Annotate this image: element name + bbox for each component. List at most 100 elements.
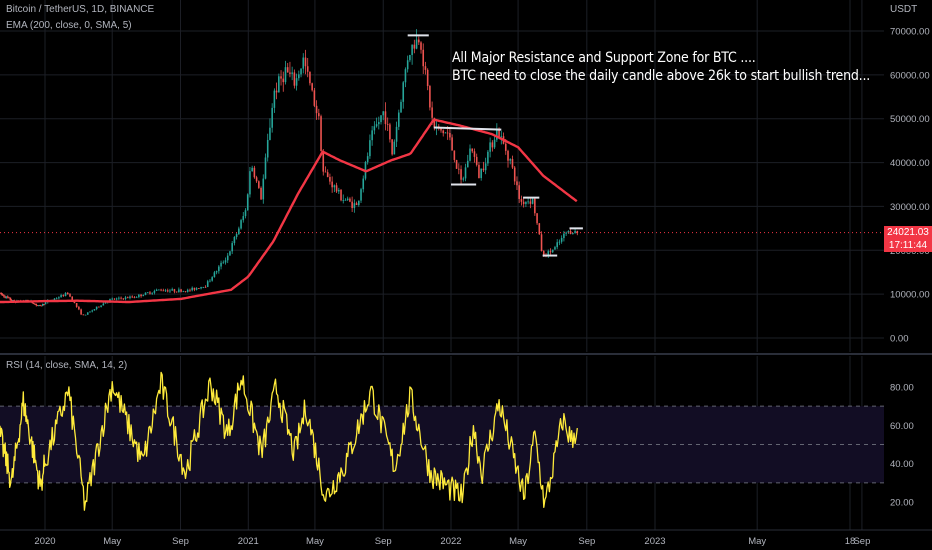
rsi-tick-label: 20.00 xyxy=(890,498,914,509)
candle-body xyxy=(572,233,574,235)
candle-body xyxy=(420,42,422,50)
candle-body xyxy=(206,281,209,288)
candle-body xyxy=(32,303,35,304)
candle-body xyxy=(269,127,271,140)
price-tick-label: 0.00 xyxy=(890,334,909,345)
symbol-title: Bitcoin / TetherUS, 1D, BINANCE xyxy=(6,4,155,15)
candle-body xyxy=(43,304,45,305)
candle-body xyxy=(411,44,413,55)
candle-body xyxy=(315,105,318,114)
candle-body xyxy=(466,160,469,168)
candle-body xyxy=(202,286,205,288)
candle-body xyxy=(424,66,427,70)
candle-body xyxy=(504,143,507,151)
candle-body xyxy=(422,49,425,67)
candle-body xyxy=(306,66,309,72)
candle-body xyxy=(415,39,418,49)
candle-body xyxy=(346,198,349,200)
candle-body xyxy=(375,124,378,127)
time-tick-label: Sep xyxy=(853,536,870,547)
candle-body xyxy=(91,310,94,312)
candle-body xyxy=(164,290,167,292)
candle-body xyxy=(500,136,503,138)
candle-body xyxy=(355,203,358,206)
candle-body xyxy=(120,297,122,299)
candle-body xyxy=(66,292,69,295)
candle-body xyxy=(551,249,554,253)
candle-body xyxy=(113,298,116,300)
candle-body xyxy=(175,291,178,293)
candle-body xyxy=(235,234,238,237)
candle-body xyxy=(522,201,525,205)
candle-body xyxy=(482,168,485,171)
time-tick-label: 18 xyxy=(845,536,856,547)
time-tick-label: May xyxy=(509,536,527,547)
currency-unit: USDT xyxy=(890,4,918,15)
candle-body xyxy=(186,289,189,292)
candle-body xyxy=(55,298,58,300)
candle-body xyxy=(41,304,44,306)
rsi-tick-label: 80.00 xyxy=(890,383,914,394)
candle-body xyxy=(38,305,40,306)
annotation-line-1: All Major Resistance and Support Zone fo… xyxy=(452,50,756,66)
candle-body xyxy=(527,201,529,203)
candle-body xyxy=(335,185,338,192)
candle-body xyxy=(358,200,360,206)
candle-body xyxy=(560,238,563,242)
candle-body xyxy=(384,111,387,125)
candle-body xyxy=(391,139,393,155)
candle-body xyxy=(446,132,449,134)
candle-body xyxy=(140,294,142,297)
candle-body xyxy=(260,187,262,200)
candle-body xyxy=(264,157,267,179)
candle-body xyxy=(80,309,82,315)
candle-body xyxy=(518,185,520,199)
candle-body xyxy=(10,299,13,301)
candle-body xyxy=(338,189,340,192)
candle-body xyxy=(280,76,282,79)
candle-body xyxy=(58,297,60,299)
price-tick-label: 10000.00 xyxy=(890,290,930,301)
candle-body xyxy=(574,230,576,234)
candle-body xyxy=(273,90,276,108)
candle-body xyxy=(244,210,247,217)
price-tick-label: 40000.00 xyxy=(890,158,930,169)
candle-body xyxy=(366,156,369,163)
candle-body xyxy=(313,90,316,106)
candle-body xyxy=(229,251,231,256)
candle-body xyxy=(333,185,336,188)
candle-body xyxy=(160,289,162,291)
candle-body xyxy=(180,289,182,292)
time-tick-label: May xyxy=(748,536,766,547)
time-tick-label: Sep xyxy=(375,536,392,547)
candle-body xyxy=(142,294,145,297)
price-tick-label: 30000.00 xyxy=(890,202,930,213)
candle-body xyxy=(563,233,565,239)
candle-body xyxy=(200,287,202,289)
candle-body xyxy=(3,294,5,297)
candle-body xyxy=(191,287,193,291)
candle-body xyxy=(40,305,43,307)
candle-body xyxy=(198,288,200,289)
time-tick-label: 2020 xyxy=(34,536,55,547)
rsi-line-path xyxy=(0,371,578,511)
candle-body xyxy=(349,198,351,202)
candle-body xyxy=(324,171,327,173)
candle-body xyxy=(342,200,345,201)
candle-body xyxy=(462,178,465,180)
candle-body xyxy=(93,309,96,311)
candle-body xyxy=(286,67,289,73)
candle-body xyxy=(166,290,169,292)
candle-body xyxy=(386,124,389,125)
candle-body xyxy=(213,272,216,278)
candle-body xyxy=(84,314,87,316)
candle-body xyxy=(409,54,411,61)
last-price-tag: 24021.03 xyxy=(884,226,932,239)
candle-body xyxy=(389,124,391,140)
candle-body xyxy=(351,201,353,209)
candle-body xyxy=(397,112,400,127)
candle-body xyxy=(211,277,213,281)
candle-body xyxy=(295,78,298,86)
candle-body xyxy=(426,69,429,87)
candle-body xyxy=(9,297,12,300)
